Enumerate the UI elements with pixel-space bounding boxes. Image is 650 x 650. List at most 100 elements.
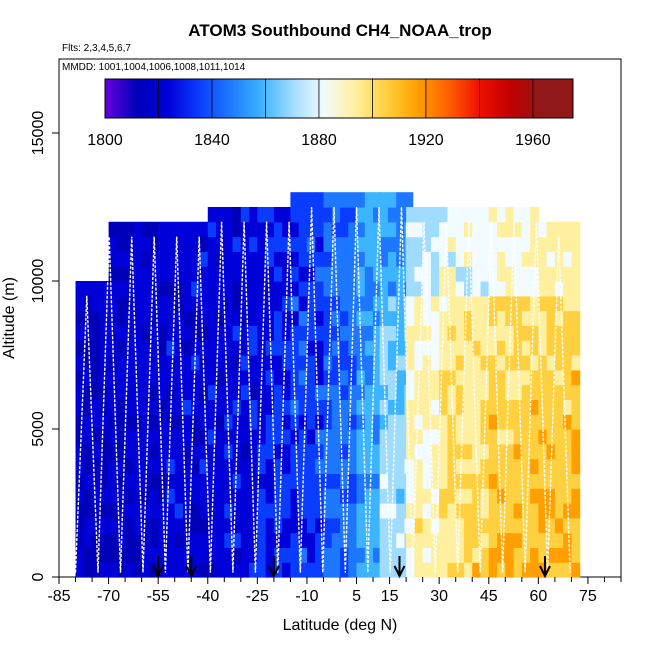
heatmap-cell bbox=[463, 414, 473, 430]
heatmap-cell bbox=[554, 458, 564, 474]
heatmap-cell bbox=[463, 236, 473, 252]
heatmap-cell bbox=[331, 547, 341, 563]
heatmap-cell bbox=[133, 340, 143, 356]
heatmap-cell bbox=[100, 458, 110, 474]
heatmap-cell bbox=[249, 295, 258, 312]
heatmap-cell bbox=[191, 369, 201, 386]
y-axis: 0 5000 10000 15000 bbox=[30, 111, 59, 581]
heatmap-cell bbox=[348, 192, 358, 208]
heatmap-cell bbox=[199, 221, 209, 238]
heatmap-cell bbox=[497, 340, 506, 356]
heatmap-cell bbox=[273, 458, 283, 474]
heatmap-cell bbox=[315, 325, 325, 341]
heatmap-cell bbox=[166, 340, 176, 356]
heatmap-cell bbox=[290, 562, 300, 578]
heatmap-cell bbox=[315, 547, 325, 563]
heatmap-cell bbox=[257, 517, 267, 534]
heatmap-cell bbox=[166, 236, 176, 252]
heatmap-cell bbox=[133, 562, 143, 578]
colorbar-tick-label: 1880 bbox=[301, 132, 337, 149]
heatmap-cell bbox=[480, 532, 490, 548]
heatmap-cell bbox=[348, 488, 358, 504]
heatmap-cell bbox=[249, 236, 258, 252]
heatmap-cell bbox=[554, 340, 564, 356]
heatmap-cell bbox=[488, 369, 498, 386]
heatmap-cell bbox=[100, 517, 110, 534]
heatmap-cell bbox=[331, 384, 341, 400]
heatmap-cell bbox=[439, 488, 449, 504]
heatmap-cell bbox=[174, 414, 184, 430]
heatmap-cell bbox=[298, 221, 308, 238]
heatmap-cell bbox=[379, 266, 389, 282]
heatmap-cell bbox=[387, 310, 397, 326]
heatmap-cell bbox=[455, 517, 465, 534]
heatmap-cell bbox=[387, 281, 397, 297]
heatmap-cell bbox=[216, 310, 225, 326]
heatmap-cell bbox=[108, 503, 118, 519]
heatmap-cell bbox=[546, 236, 556, 252]
heatmap-cell bbox=[439, 340, 449, 356]
heatmap-cell bbox=[216, 473, 225, 489]
heatmap-cell bbox=[141, 414, 151, 430]
heatmap-cell bbox=[480, 517, 490, 534]
heatmap-cell bbox=[554, 369, 564, 386]
heatmap-cell bbox=[331, 517, 341, 534]
heatmap-cell bbox=[249, 325, 258, 341]
heatmap-cell bbox=[505, 503, 515, 519]
heatmap-cell bbox=[480, 562, 490, 578]
colorbar-swatch bbox=[229, 79, 262, 118]
heatmap-cell bbox=[488, 355, 498, 371]
heatmap-cell bbox=[340, 384, 349, 400]
heatmap-cell bbox=[166, 251, 176, 267]
heatmap-cell bbox=[538, 458, 548, 474]
heatmap-cell bbox=[348, 473, 358, 489]
heatmap-cell bbox=[340, 488, 349, 504]
heatmap-cell bbox=[348, 458, 358, 474]
heatmap-cell bbox=[265, 384, 275, 400]
heatmap-cell bbox=[216, 562, 225, 578]
heatmap-cell bbox=[430, 325, 440, 341]
heatmap-cell bbox=[273, 488, 283, 504]
heatmap-cell bbox=[191, 488, 201, 504]
heatmap-cell bbox=[116, 340, 126, 356]
heatmap-cell bbox=[563, 355, 573, 371]
colorbar-swatch bbox=[323, 79, 356, 118]
heatmap-cell bbox=[158, 532, 168, 548]
heatmap-cell bbox=[224, 414, 234, 430]
heatmap-cell bbox=[290, 281, 300, 297]
heatmap-cell bbox=[497, 443, 506, 460]
heatmap-cell bbox=[257, 236, 267, 252]
heatmap-cell bbox=[116, 369, 126, 386]
heatmap-cell bbox=[530, 325, 539, 341]
heatmap-cell bbox=[406, 325, 415, 341]
heatmap-cell bbox=[224, 547, 234, 563]
heatmap-cell bbox=[323, 295, 333, 312]
heatmap-cell bbox=[149, 488, 159, 504]
heatmap-cell bbox=[538, 547, 548, 563]
heatmap-cell bbox=[191, 355, 201, 371]
heatmap-cell bbox=[100, 310, 110, 326]
heatmap-cell bbox=[191, 295, 201, 312]
heatmap-cell bbox=[455, 221, 465, 238]
heatmap-cell bbox=[216, 207, 225, 223]
heatmap-cell bbox=[414, 517, 424, 534]
heatmap-cell bbox=[249, 532, 258, 548]
heatmap-cell bbox=[348, 532, 358, 548]
heatmap-cell bbox=[430, 266, 440, 282]
heatmap-cell bbox=[538, 221, 548, 238]
heatmap-cell bbox=[455, 207, 465, 223]
heatmap-cell bbox=[571, 458, 581, 474]
heatmap-cell bbox=[364, 429, 374, 445]
heatmap-cell bbox=[116, 488, 126, 504]
heatmap-cell bbox=[387, 532, 397, 548]
heatmap-cell bbox=[497, 532, 506, 548]
heatmap-cell bbox=[257, 207, 267, 223]
heatmap-cell bbox=[158, 443, 168, 460]
heatmap-cell bbox=[331, 207, 341, 223]
heatmap-cell bbox=[439, 429, 449, 445]
heatmap-cell bbox=[306, 473, 316, 489]
heatmap-cell bbox=[298, 281, 308, 297]
heatmap-cell bbox=[422, 562, 432, 578]
heatmap-cell bbox=[108, 562, 118, 578]
heatmap-cell bbox=[414, 488, 424, 504]
